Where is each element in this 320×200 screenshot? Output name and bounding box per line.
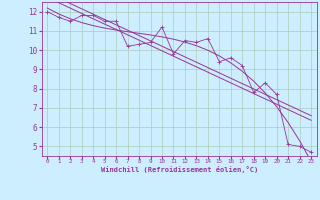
X-axis label: Windchill (Refroidissement éolien,°C): Windchill (Refroidissement éolien,°C): [100, 166, 258, 173]
